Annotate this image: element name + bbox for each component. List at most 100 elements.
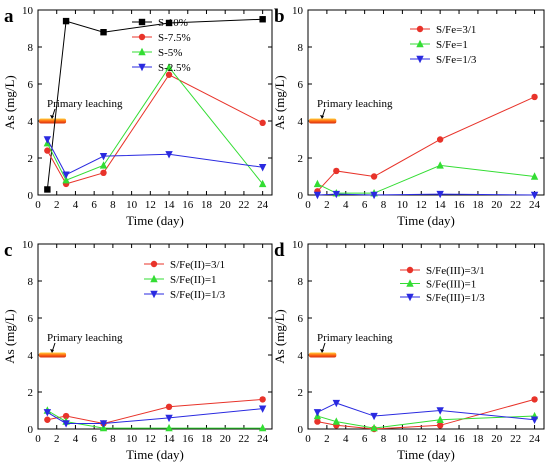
data-point [259,396,266,403]
panel-label: d [274,240,285,261]
x-tick-label: 18 [201,433,213,445]
data-point [165,414,173,423]
legend-marker [138,63,146,72]
data-point [258,179,267,188]
x-tick-label: 20 [220,433,232,445]
data-point [531,396,538,403]
y-tick-label: 6 [298,79,304,91]
data-point [100,169,107,176]
annotation-arrowhead [50,349,54,353]
x-tick-label: 12 [416,433,427,445]
legend: S/Fe(II)=3/1 S/Fe(II)=1 S/Fe(II)=1/3 [144,259,226,301]
y-tick-label: 0 [28,190,34,202]
data-point [370,412,378,421]
legend: S-10% S-7.5% S-5% S-2.5% [132,17,191,74]
x-tick-label: 10 [126,433,138,445]
y-tick-label: 4 [28,350,34,362]
data-point [530,191,539,200]
legend-marker [416,25,424,33]
annotation-primary-leaching: Primary leaching [47,332,123,344]
data-point [436,136,444,143]
data-point [99,161,108,169]
legend-entry: S/Fe(II)=1 [170,274,217,286]
x-tick-label: 10 [397,433,409,445]
data-point [332,190,341,199]
y-tick-label: 4 [28,116,34,128]
x-tick-label: 12 [145,199,156,211]
data-point [99,420,108,428]
data-point [436,407,444,415]
x-tick-label: 6 [91,199,97,211]
legend-marker [150,260,158,268]
legend-entry: S-7.5% [158,32,191,44]
y-axis-label: As (mg/L) [2,309,17,364]
legend-marker [406,266,414,274]
x-axis-label: Time (day) [397,213,455,228]
annotation-primary-leaching: Primary leaching [47,98,123,110]
y-tick-label: 8 [28,276,34,288]
y-axis-label: As (mg/L) [272,309,287,364]
y-tick-label: 0 [298,190,304,202]
y-tick-label: 0 [298,424,304,436]
x-tick-label: 8 [381,433,387,445]
data-point [436,161,444,169]
y-axis-label: As (mg/L) [272,75,287,130]
legend-entry: S/Fe(III)=1/3 [426,292,485,304]
legend: S/Fe(III)=3/1 S/Fe(III)=1S/Fe(III)=1/3 [400,265,485,304]
x-tick-label: 0 [305,199,311,211]
plot-frame [37,243,273,430]
x-tick-label: 22 [238,199,249,211]
x-tick-label: 2 [54,433,60,445]
data-point [333,167,340,175]
x-tick-label: 20 [491,433,503,445]
data-point [43,136,52,144]
x-tick-label: 18 [472,199,484,211]
legend-marker [150,274,158,283]
data-point [165,423,173,432]
legend-entry: S/Fe=1 [436,39,468,51]
x-tick-label: 4 [343,199,349,211]
data-point [258,423,267,432]
data-point [44,147,51,154]
data-point [165,151,173,159]
data-point [259,16,266,23]
data-point [436,415,444,423]
x-tick-label: 10 [397,199,409,211]
x-tick-label: 14 [435,433,447,445]
y-tick-label: 8 [298,276,304,288]
x-tick-label: 20 [491,199,503,211]
data-point [165,63,173,71]
y-tick-label: 10 [292,239,304,251]
x-tick-label: 4 [343,433,349,445]
legend: S/Fe=3/1 S/Fe=1 S/Fe=1/3 [410,24,477,66]
x-tick-label: 16 [454,199,466,211]
data-point [43,409,52,417]
x-tick-label: 0 [35,433,41,445]
legend-marker [406,293,414,302]
data-point [62,171,70,179]
legend-marker [150,290,158,299]
x-axis-label: Time (day) [397,447,455,462]
x-tick-label: 24 [529,199,541,211]
y-tick-label: 6 [28,313,34,325]
x-tick-label: 10 [126,199,138,211]
data-point [100,29,107,36]
annotation-primary-leaching: Primary leaching [317,332,393,344]
y-tick-label: 8 [298,42,304,54]
primary-leaching-bar [39,352,67,358]
x-tick-label: 8 [110,433,116,445]
series-line-1 [317,164,535,194]
data-point [62,17,70,25]
x-tick-label: 14 [164,199,176,211]
y-tick-label: 2 [28,387,34,399]
x-tick-label: 2 [54,199,60,211]
x-tick-label: 2 [324,433,330,445]
legend-marker [138,47,146,56]
y-tick-label: 10 [22,239,34,251]
y-tick-label: 10 [292,5,304,17]
series-line-2 [46,66,264,185]
